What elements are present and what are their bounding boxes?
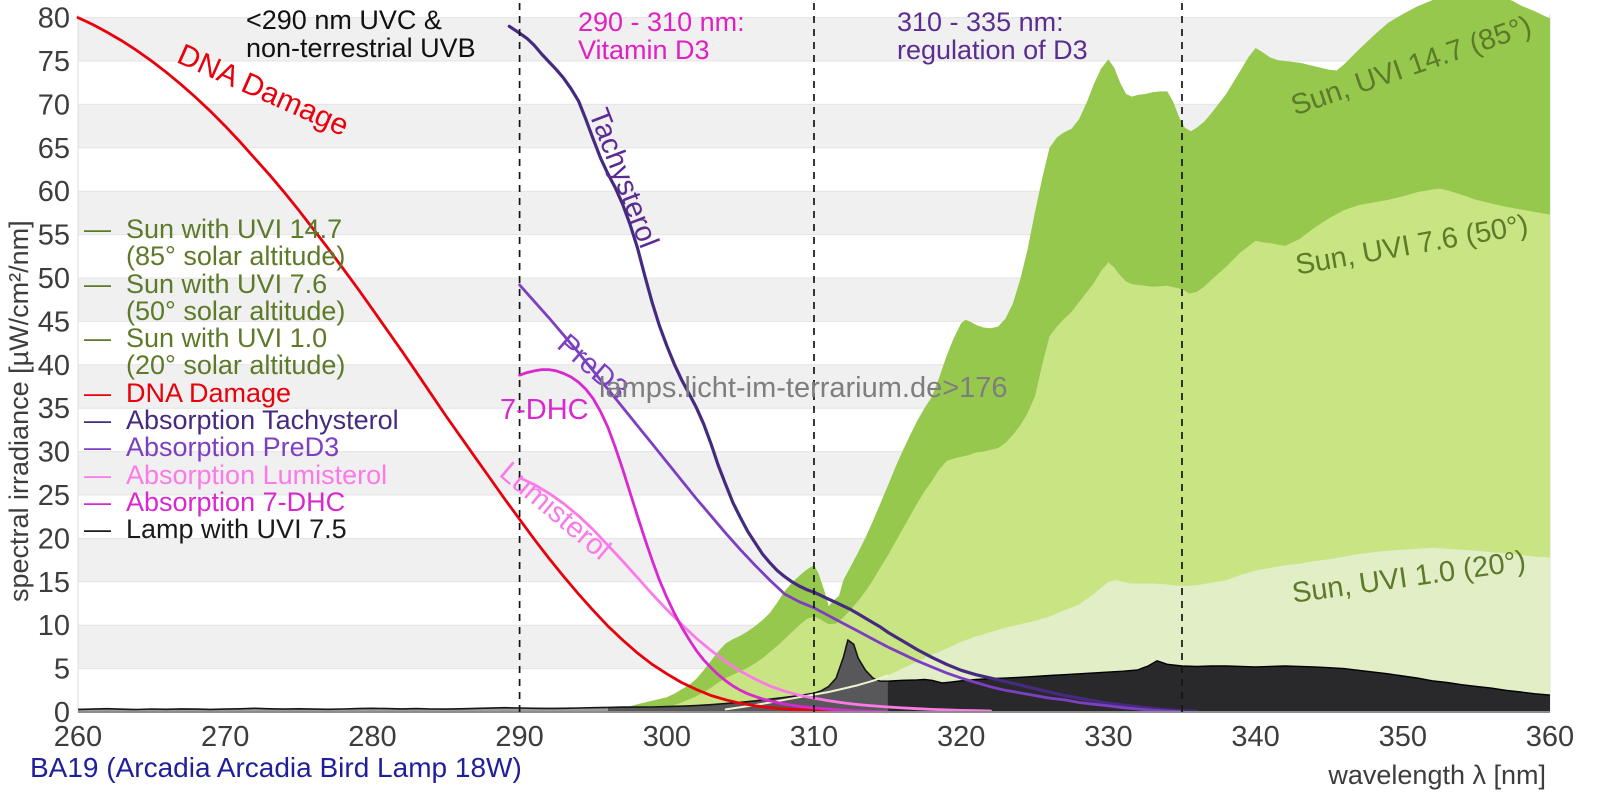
dna-damage-line bbox=[76, 16, 845, 713]
legend-label: Sun with UVI 1.0 bbox=[126, 323, 328, 354]
y-tick-label: 10 bbox=[38, 610, 70, 642]
legend-label: Sun with UVI 14.7 bbox=[126, 214, 343, 244]
y-tick-label: 25 bbox=[38, 480, 70, 512]
legend-swatch: — bbox=[84, 214, 111, 244]
y-tick-label: 80 bbox=[38, 3, 70, 35]
y-tick-label: 35 bbox=[38, 393, 70, 425]
annotation-uvc-line1: <290 nm UVC & bbox=[246, 5, 442, 35]
annotation-regulation-d3-line1: 310 - 335 nm: bbox=[897, 7, 1064, 37]
x-tick-label: 320 bbox=[937, 721, 985, 753]
legend-swatch: — bbox=[84, 268, 111, 299]
y-axis-title: spectral irradiance [µW/cm²/nm] bbox=[4, 220, 34, 602]
legend-label: DNA Damage bbox=[126, 377, 292, 408]
y-tick-label: 5 bbox=[54, 654, 70, 686]
x-tick-label: 340 bbox=[1231, 721, 1279, 753]
watermark: lamps.licht-im-terrarium.de>176 bbox=[599, 372, 1008, 404]
y-tick-label: 55 bbox=[38, 220, 70, 252]
legend-swatch: — bbox=[84, 377, 111, 408]
lamp-name-footer: BA19 (Arcadia Arcadia Bird Lamp 18W) bbox=[30, 752, 522, 783]
y-tick-label: 20 bbox=[38, 523, 70, 555]
x-tick-label: 300 bbox=[643, 721, 691, 753]
absorption-7dhc-line bbox=[518, 368, 889, 714]
legend-label: Sun with UVI 7.6 bbox=[126, 268, 328, 299]
annotation-vitamin-d3: 290 - 310 nm: Vitamin D3 bbox=[578, 8, 745, 64]
legend-item: — Absorption Tachysterol bbox=[84, 405, 399, 436]
annotation-vitamin-d3-line1: 290 - 310 nm: bbox=[578, 7, 745, 37]
legend-sublabel: (50° solar altitude) bbox=[126, 295, 346, 326]
annotation-uvc: <290 nm UVC & non-terrestrial UVB bbox=[246, 6, 476, 62]
absorption-tachysterol-line bbox=[507, 24, 1199, 713]
legend-item: — Sun with UVI 7.6 bbox=[84, 268, 399, 299]
legend-swatch: — bbox=[84, 432, 111, 463]
legend-sublabel: (20° solar altitude) bbox=[126, 350, 346, 381]
lamp-uva-area-outline bbox=[887, 660, 1551, 696]
y-tick-label: 40 bbox=[38, 350, 70, 382]
y-tick-label: 70 bbox=[38, 89, 70, 121]
y-tick-label: 75 bbox=[38, 46, 70, 78]
legend-item: — Absorption 7-DHC bbox=[84, 486, 399, 517]
x-axis-title: wavelength λ [nm] bbox=[1328, 760, 1546, 790]
x-tick-label: 310 bbox=[790, 721, 838, 753]
legend-label: Lamp with UVI 7.5 bbox=[126, 514, 347, 545]
grid-band bbox=[78, 17, 1550, 62]
x-tick-label: 260 bbox=[54, 721, 102, 753]
y-tick-label: 65 bbox=[38, 133, 70, 165]
curve-label-7dhc: 7-DHC bbox=[500, 394, 589, 426]
legend-swatch: — bbox=[84, 459, 111, 490]
annotation-regulation-d3-line2: regulation of D3 bbox=[897, 35, 1088, 65]
y-tick-label: 60 bbox=[38, 176, 70, 208]
x-tick-label: 280 bbox=[348, 721, 396, 753]
x-tick-label: 330 bbox=[1084, 721, 1132, 753]
legend-label: Absorption Lumisterol bbox=[126, 459, 388, 490]
y-tick-label: 45 bbox=[38, 306, 70, 338]
absorption-pred3-line bbox=[518, 283, 1184, 713]
y-tick-label: 50 bbox=[38, 263, 70, 295]
x-tick-label: 270 bbox=[201, 721, 249, 753]
legend-sublabel: (85° solar altitude) bbox=[126, 241, 346, 272]
legend-swatch: — bbox=[84, 486, 111, 517]
annotation-uvc-line2: non-terrestrial UVB bbox=[246, 33, 476, 63]
y-tick-label: 15 bbox=[38, 567, 70, 599]
legend-swatch: — bbox=[84, 514, 111, 545]
legend-label: Absorption Tachysterol bbox=[126, 405, 399, 436]
legend-label: Absorption PreD3 bbox=[126, 432, 340, 463]
legend-label: Absorption 7-DHC bbox=[126, 486, 346, 517]
legend-item: — Lamp with UVI 7.5 bbox=[84, 514, 399, 545]
legend-item: — Sun with UVI 14.7 bbox=[84, 214, 399, 244]
legend: — Sun with UVI 14.7 (85° solar altitude) — S… bbox=[84, 214, 399, 545]
legend-item: — Sun with UVI 1.0 bbox=[84, 323, 399, 354]
absorption-lumisterol-line bbox=[518, 476, 992, 713]
legend-item: — Absorption Lumisterol bbox=[84, 459, 399, 490]
legend-item: — DNA Damage bbox=[84, 377, 399, 408]
annotation-regulation-d3: 310 - 335 nm: regulation of D3 bbox=[897, 8, 1088, 64]
legend-swatch: — bbox=[84, 405, 111, 436]
y-tick-label: 0 bbox=[54, 697, 70, 729]
legend-swatch: — bbox=[84, 323, 111, 354]
legend-item: — Absorption PreD3 bbox=[84, 432, 399, 463]
y-tick-label: 30 bbox=[38, 437, 70, 469]
x-tick-label: 360 bbox=[1526, 721, 1574, 753]
annotation-vitamin-d3-line2: Vitamin D3 bbox=[578, 35, 710, 65]
lamp-fine-uvb-area-outline bbox=[607, 639, 888, 709]
x-tick-label: 290 bbox=[495, 721, 543, 753]
x-tick-label: 350 bbox=[1379, 721, 1427, 753]
